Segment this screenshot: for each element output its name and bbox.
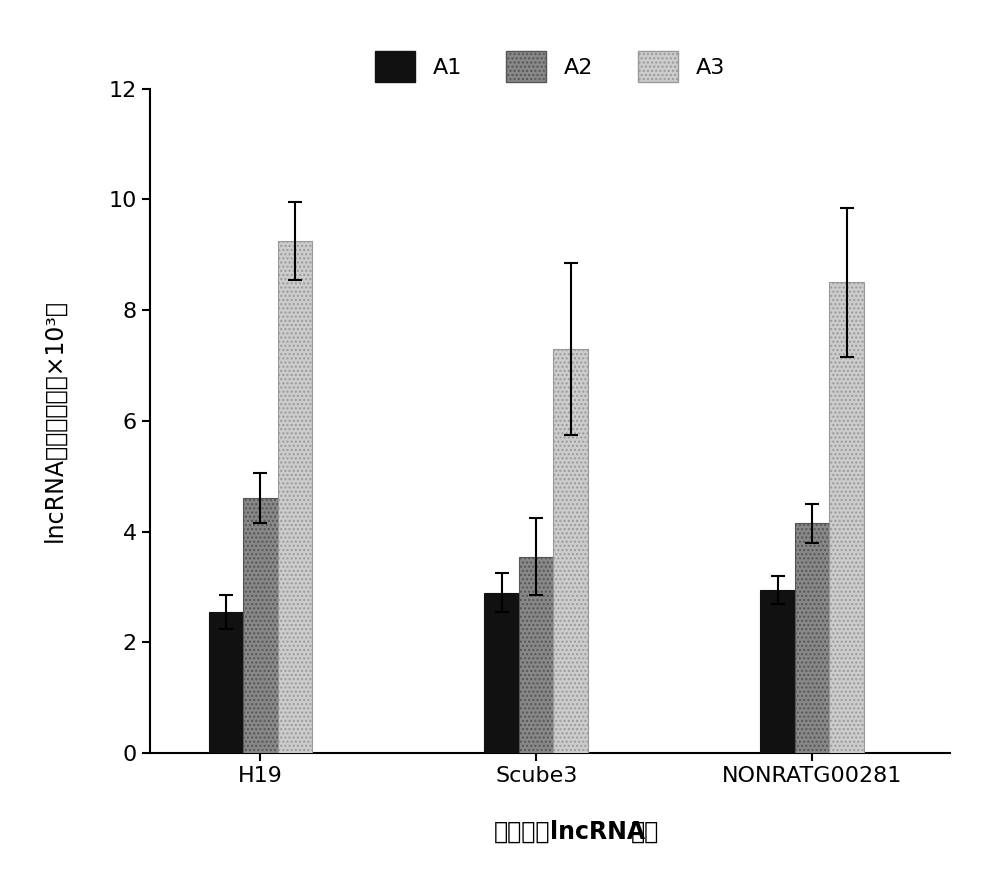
Text: 名称: 名称 bbox=[631, 820, 659, 843]
Bar bbox=[760, 590, 795, 753]
Text: lncRNA的相对含量（×10³）: lncRNA的相对含量（×10³） bbox=[42, 299, 66, 542]
Bar bbox=[519, 556, 553, 753]
Bar bbox=[829, 283, 864, 753]
Bar bbox=[795, 524, 829, 753]
Bar bbox=[553, 349, 588, 753]
Text: 筛选出的: 筛选出的 bbox=[494, 820, 550, 843]
Bar bbox=[243, 498, 278, 753]
Bar bbox=[484, 593, 519, 753]
Text: lncRNA: lncRNA bbox=[550, 820, 645, 843]
Bar bbox=[209, 612, 243, 753]
Bar bbox=[278, 241, 312, 753]
Legend: A1, A2, A3: A1, A2, A3 bbox=[364, 40, 736, 94]
